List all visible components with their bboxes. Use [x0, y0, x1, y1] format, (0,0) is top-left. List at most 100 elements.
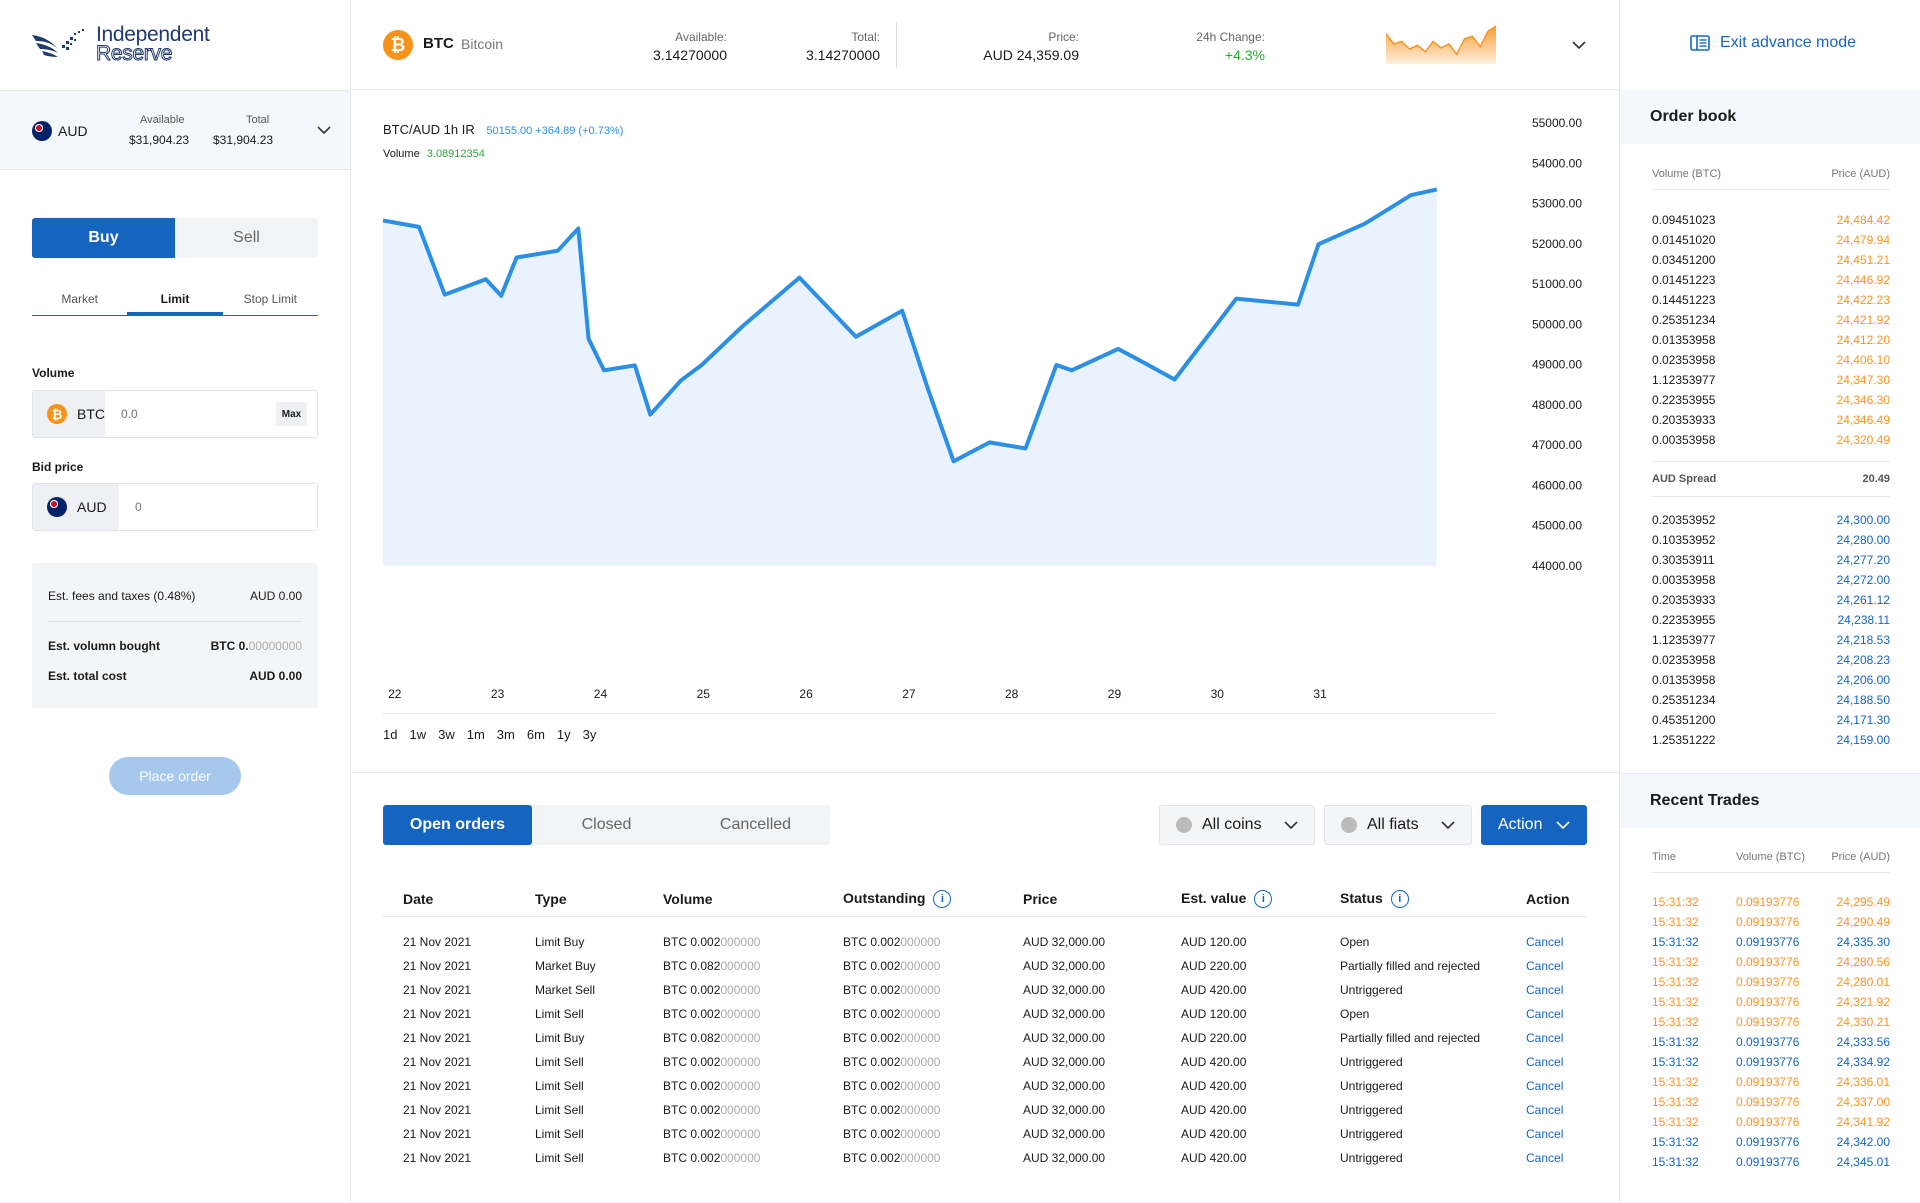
- tab-open-orders[interactable]: Open orders: [383, 805, 532, 845]
- info-icon[interactable]: i: [1390, 889, 1409, 908]
- ask-row[interactable]: 0.01353958 24,412.20: [1652, 333, 1890, 347]
- cancel-link[interactable]: Cancel: [1526, 1127, 1564, 1141]
- timeframe-1y[interactable]: 1y: [556, 727, 571, 742]
- cancel-link[interactable]: Cancel: [1526, 1055, 1564, 1069]
- chart-point: [900, 309, 904, 313]
- info-icon[interactable]: i: [933, 889, 952, 908]
- bid-volume: 0.25351234: [1652, 693, 1716, 707]
- bid-row[interactable]: 0.45351200 24,171.30: [1652, 713, 1890, 727]
- ask-row[interactable]: 0.09451023 24,484.42: [1652, 213, 1890, 227]
- col-price[interactable]: Price: [1003, 882, 1161, 917]
- timeframe-1w[interactable]: 1w: [409, 727, 427, 742]
- tab-cancelled[interactable]: Cancelled: [719, 816, 792, 833]
- bid-row[interactable]: 0.00353958 24,272.00: [1652, 573, 1890, 587]
- ask-row[interactable]: 0.01451020 24,479.94: [1652, 233, 1890, 247]
- place-order-button[interactable]: Place order: [109, 757, 241, 795]
- chevron-down-icon[interactable]: [1572, 40, 1586, 50]
- cancel-link[interactable]: Cancel: [1526, 1007, 1564, 1021]
- bid-row[interactable]: 1.25351222 24,159.00: [1652, 733, 1890, 747]
- col-date[interactable]: Date: [383, 882, 515, 917]
- timeframe-6m[interactable]: 6m: [526, 727, 545, 742]
- cancel-link[interactable]: Cancel: [1526, 1079, 1564, 1093]
- order-outstanding-out_a: BTC 0.002: [843, 1055, 901, 1069]
- tab-market[interactable]: Market: [61, 292, 98, 306]
- cancel-link[interactable]: Cancel: [1526, 1103, 1564, 1117]
- bid-volume: 0.20353952: [1652, 513, 1716, 527]
- cancel-link[interactable]: Cancel: [1526, 959, 1564, 973]
- volume-field: ₿ BTC Max: [32, 390, 318, 438]
- x-tick-label: 30: [1211, 687, 1225, 701]
- tab-closed[interactable]: Closed: [581, 816, 632, 833]
- chart-volume: Volume 3.08912354: [383, 148, 485, 160]
- exit-advance-mode-button[interactable]: Exit advance mode: [1690, 34, 1856, 52]
- timeframe-1m[interactable]: 1m: [466, 727, 485, 742]
- bid-volume: 0.10353952: [1652, 533, 1716, 547]
- ask-row[interactable]: 0.25351234 24,421.92: [1652, 313, 1890, 327]
- order-status: Open: [1340, 1007, 1370, 1021]
- order-outstanding-cell: BTC 0.002000000: [823, 1050, 1003, 1074]
- timeframe-3y[interactable]: 3y: [582, 727, 597, 742]
- ask-row[interactable]: 0.00353958 24,320.49: [1652, 433, 1890, 447]
- max-button[interactable]: Max: [276, 402, 307, 426]
- bid-row[interactable]: 0.22353955 24,238.11: [1652, 613, 1890, 627]
- ask-row[interactable]: 0.03451200 24,451.21: [1652, 253, 1890, 267]
- bid-row[interactable]: 0.10353952 24,280.00: [1652, 533, 1890, 547]
- tab-limit[interactable]: Limit: [127, 286, 223, 315]
- spread-label: AUD Spread: [1652, 473, 1717, 485]
- account-selector[interactable]: AUD Available $31,904.23 Total $31,904.2…: [0, 90, 350, 170]
- ask-row[interactable]: 0.22353955 24,346.30: [1652, 393, 1890, 407]
- chart-point: [1116, 347, 1120, 351]
- ask-price: 24,446.92: [1836, 273, 1890, 287]
- bid-price-input[interactable]: [119, 484, 317, 530]
- bid-row[interactable]: 0.01353958 24,206.00: [1652, 673, 1890, 687]
- cancel-link[interactable]: Cancel: [1526, 935, 1564, 949]
- exit-advance-mode-label: Exit advance mode: [1720, 34, 1857, 51]
- sell-tab[interactable]: Sell: [175, 218, 318, 258]
- order-outstanding-out_a: BTC 0.002: [843, 1079, 901, 1093]
- table-row: 21 Nov 2021 Limit Sell BTC 0.002000000 BTC …: [383, 1146, 1587, 1170]
- timeframe-3w[interactable]: 3w: [438, 727, 455, 742]
- ask-row[interactable]: 0.20353933 24,346.49: [1652, 413, 1890, 427]
- action-dropdown[interactable]: Action: [1481, 805, 1587, 845]
- trade-volume: 0.09193776: [1736, 915, 1800, 929]
- fiats-filter[interactable]: All fiats: [1324, 805, 1472, 845]
- cancel-link[interactable]: Cancel: [1526, 1151, 1564, 1165]
- col-outstanding[interactable]: Outstanding i: [823, 882, 1003, 917]
- ask-row[interactable]: 0.14451223 24,422.23: [1652, 293, 1890, 307]
- coins-filter[interactable]: All coins: [1159, 805, 1315, 845]
- bid-row[interactable]: 0.20353952 24,300.00: [1652, 513, 1890, 527]
- bid-row[interactable]: 0.02353958 24,208.23: [1652, 653, 1890, 667]
- col-status[interactable]: Status i: [1320, 882, 1506, 917]
- info-icon[interactable]: i: [1254, 889, 1273, 908]
- divider: [1652, 461, 1890, 462]
- timeframe-3m[interactable]: 3m: [496, 727, 515, 742]
- bid-row[interactable]: 0.30353911 24,277.20: [1652, 553, 1890, 567]
- bid-row[interactable]: 1.12353977 24,218.53: [1652, 633, 1890, 647]
- order-price: AUD 32,000.00: [1023, 1007, 1106, 1021]
- trade-volume: 0.09193776: [1736, 1035, 1800, 1049]
- trade-row: 15:31:32 0.09193776 24,321.92: [1652, 995, 1890, 1009]
- eagle-logo-icon: [32, 29, 84, 57]
- col-est-value[interactable]: Est. value i: [1161, 882, 1320, 917]
- col-volume[interactable]: Volume: [643, 882, 823, 917]
- col-type[interactable]: Type: [515, 882, 643, 917]
- volume-input[interactable]: [105, 391, 276, 437]
- order-est-value-cell: AUD 420.00: [1161, 1146, 1320, 1170]
- timeframe-1d[interactable]: 1d: [383, 727, 398, 742]
- price-area-chart[interactable]: 55000.00 54000.00 53000.00 52000.00 51000.00…: [351, 90, 1619, 730]
- ask-row[interactable]: 0.02353958 24,406.10: [1652, 353, 1890, 367]
- ask-row[interactable]: 0.01451223 24,446.92: [1652, 273, 1890, 287]
- tab-stop-limit[interactable]: Stop Limit: [243, 292, 297, 306]
- order-outstanding-out_a: BTC 0.002: [843, 1007, 901, 1021]
- cancel-link[interactable]: Cancel: [1526, 983, 1564, 997]
- brand-logo[interactable]: Independent Reserve: [30, 24, 210, 65]
- order-status: Untriggered: [1340, 1127, 1403, 1141]
- bid-row[interactable]: 0.20353933 24,261.12: [1652, 593, 1890, 607]
- ask-row[interactable]: 1.12353977 24,347.30: [1652, 373, 1890, 387]
- cancel-link[interactable]: Cancel: [1526, 1031, 1564, 1045]
- order-price: AUD 32,000.00: [1023, 935, 1106, 949]
- buy-tab[interactable]: Buy: [32, 218, 175, 258]
- chart-point: [381, 219, 385, 223]
- bid-row[interactable]: 0.25351234 24,188.50: [1652, 693, 1890, 707]
- order-type-cell: Limit Sell: [515, 1050, 643, 1074]
